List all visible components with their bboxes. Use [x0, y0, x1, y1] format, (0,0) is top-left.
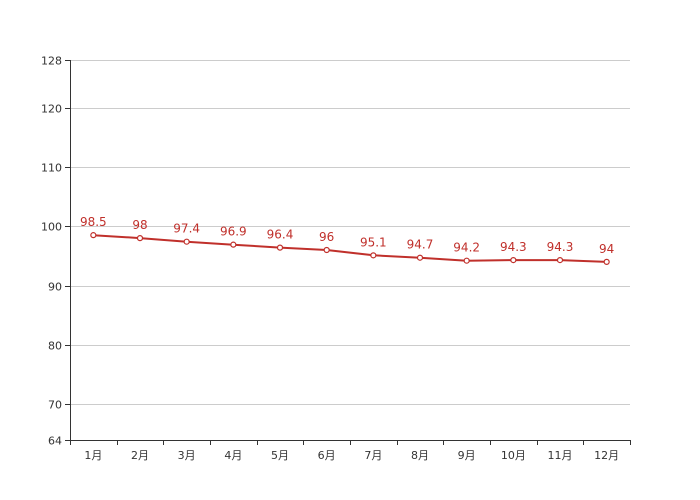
x-tick-label: 7月	[364, 449, 382, 462]
y-tick-label: 90	[48, 281, 62, 294]
data-point	[370, 252, 377, 259]
x-tick-label: 10月	[501, 449, 526, 462]
data-label: 96.9	[220, 225, 247, 239]
y-tick-label: 80	[48, 340, 62, 353]
data-label: 94.2	[453, 241, 480, 255]
x-tick-label: 8月	[411, 449, 429, 462]
x-tick-label: 5月	[271, 449, 289, 462]
series	[90, 232, 610, 265]
y-axis-tick-labels: 64 70 80 90 100 110 120 128	[41, 55, 62, 448]
axes	[65, 60, 631, 445]
data-point	[230, 241, 237, 248]
data-label: 96.4	[267, 228, 294, 242]
data-point	[510, 256, 517, 264]
data-labels: 98.5 98 97.4 96.9 96.4 96 95.1 94.7 94.2 94.3 94.3…	[80, 215, 614, 256]
data-point	[136, 235, 144, 242]
data-label: 94	[599, 242, 614, 256]
data-point	[90, 232, 97, 239]
gridlines	[70, 60, 630, 405]
y-tick-label: 120	[41, 103, 62, 116]
x-tick-label: 3月	[178, 449, 196, 462]
y-tick-label: 128	[41, 55, 62, 68]
data-point	[183, 238, 190, 245]
data-label: 95.1	[360, 235, 387, 249]
x-axis-tick-labels: 1月 2月 3月 4月 5月 6月 7月 8月 9月 10月 11月 12月	[84, 449, 619, 462]
data-point	[603, 258, 610, 265]
x-tick-label: 6月	[318, 449, 336, 462]
y-tick-label: 64	[48, 435, 62, 448]
x-tick-label: 1月	[84, 449, 102, 462]
y-tick-label: 110	[41, 162, 62, 175]
data-label: 98	[132, 218, 147, 232]
data-label: 94.3	[500, 240, 527, 254]
series-line	[93, 234, 607, 263]
data-label: 94.7	[407, 238, 434, 252]
data-point	[463, 257, 470, 264]
x-tick-label: 2月	[131, 449, 149, 462]
data-label: 97.4	[173, 222, 200, 236]
x-tick-label: 9月	[458, 449, 476, 462]
x-tick-label: 11月	[548, 449, 573, 462]
y-tick-label: 100	[41, 221, 62, 234]
data-label: 98.5	[80, 215, 107, 229]
data-label: 96	[319, 230, 334, 244]
x-tick-label: 4月	[224, 449, 242, 462]
data-label: 94.3	[547, 240, 574, 254]
data-point	[556, 256, 564, 264]
x-tick-label: 12月	[594, 449, 619, 462]
data-point	[276, 244, 284, 251]
data-point	[323, 246, 330, 254]
y-tick-label: 70	[48, 399, 62, 412]
data-point	[416, 254, 424, 261]
